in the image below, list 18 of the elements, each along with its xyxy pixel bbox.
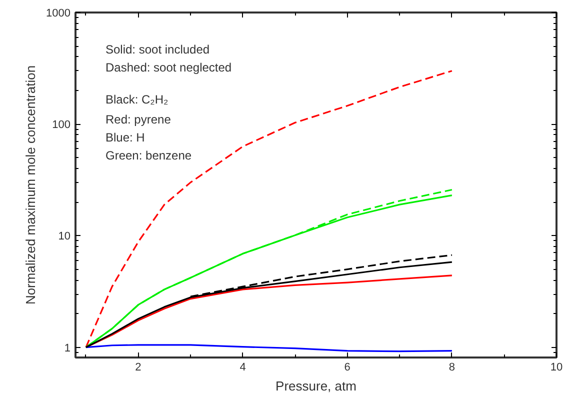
annotation: Green: benzene [106,148,192,162]
x-tick-label: 8 [448,362,455,374]
annotation: Dashed: soot neglected [106,60,232,74]
y-tick-label: 1 [64,342,71,354]
annotation: Red: pyrene [106,112,172,126]
x-axis-title: Pressure, atm [276,378,356,394]
y-tick-label: 10 [58,230,71,243]
x-tick-label: 4 [240,362,246,374]
line-series [85,344,453,352]
y-tick-label: 100 [52,119,71,132]
x-tick-label: 2 [135,362,142,374]
y-axis-title: Normalized maximum mole concentration [23,65,38,305]
x-tick-label: 6 [344,362,350,374]
x-tick-label: 10 [550,362,563,374]
annotation: Black: C₂H₂ [106,92,168,106]
annotation: Solid: soot included [106,42,210,56]
annotation: Blue: H [106,130,145,144]
y-tick-label: 1000 [46,8,71,20]
